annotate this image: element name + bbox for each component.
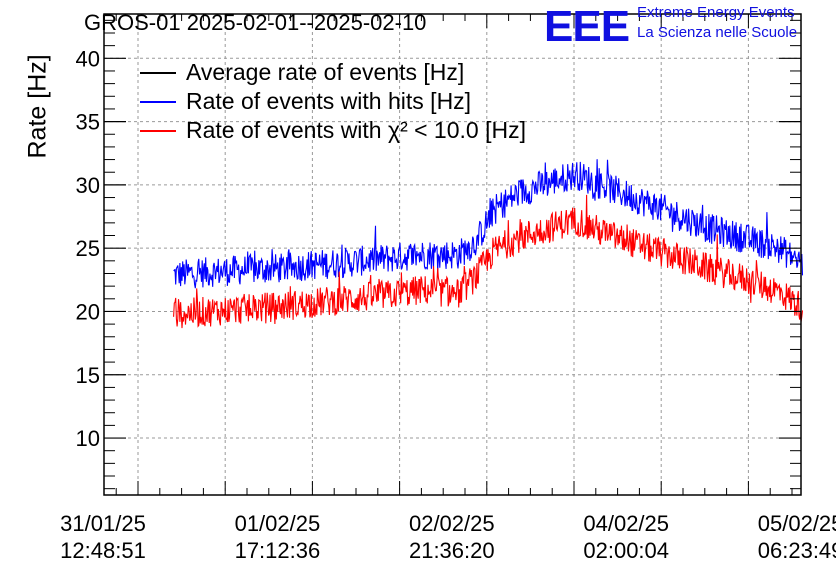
x-tick-label-time: 21:36:20 xyxy=(409,538,495,563)
y-tick-label: 30 xyxy=(76,173,100,198)
legend-label-chi2: Rate of events with χ² < 10.0 [Hz] xyxy=(186,117,526,143)
series-line-1 xyxy=(173,159,804,289)
legend-label-hits: Rate of events with hits [Hz] xyxy=(186,88,472,114)
plot-frame xyxy=(103,13,802,496)
x-tick-label-time: 06:23:49 xyxy=(758,538,836,563)
legend-item-chi2: Rate of events with χ² < 10.0 [Hz] xyxy=(140,116,526,145)
eee-logo: EEE xyxy=(544,2,630,51)
y-tick-label: 10 xyxy=(76,426,100,451)
x-tick-label-date: 31/01/25 xyxy=(60,511,146,536)
x-tick-label-time: 12:48:51 xyxy=(60,538,146,563)
x-tick-label-date: 04/02/25 xyxy=(583,511,669,536)
grid-lines xyxy=(104,14,801,495)
legend-label-average: Average rate of events [Hz] xyxy=(186,59,465,85)
y-axis-label: Rate [Hz] xyxy=(23,54,52,159)
x-tick-label-date: 02/02/25 xyxy=(409,511,495,536)
y-tick-label: 25 xyxy=(76,236,100,261)
legend-swatch-chi2 xyxy=(140,129,176,132)
x-tick-label-date: 01/02/25 xyxy=(235,511,321,536)
legend-swatch-hits xyxy=(140,100,176,103)
x-tick-label-time: 17:12:36 xyxy=(235,538,321,563)
y-tick-label: 20 xyxy=(76,299,100,324)
legend-item-average: Average rate of events [Hz] xyxy=(140,58,526,87)
x-tick-label-date: 05/02/25 xyxy=(758,511,836,536)
axis-ticks xyxy=(104,14,801,495)
series-group xyxy=(173,159,804,329)
chart-title: GROS-01 2025-02-01--2025-02-10 xyxy=(84,10,427,35)
y-tick-label: 15 xyxy=(76,363,100,388)
y-tick-label: 40 xyxy=(76,46,100,71)
legend-swatch-average xyxy=(140,71,176,74)
logo-line-1: Extreme Energy Events xyxy=(637,4,795,21)
logo-line-2: La Scienza nelle Scuole xyxy=(637,24,798,41)
legend-item-hits: Rate of events with hits [Hz] xyxy=(140,87,526,116)
series-line-2 xyxy=(173,194,804,329)
y-tick-label: 35 xyxy=(76,110,100,135)
x-tick-label-time: 02:00:04 xyxy=(583,538,669,563)
legend: Average rate of events [Hz] Rate of even… xyxy=(140,58,526,145)
